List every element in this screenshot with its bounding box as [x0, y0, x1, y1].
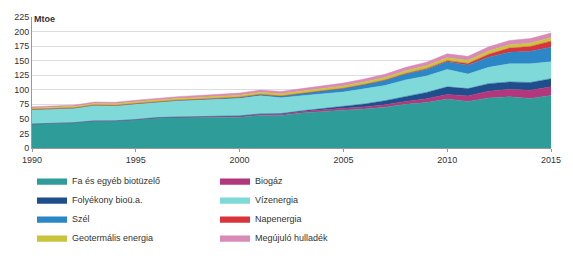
svg-text:50: 50: [19, 114, 29, 124]
svg-text:75: 75: [19, 99, 29, 109]
svg-text:Vízenergia: Vízenergia: [255, 195, 298, 205]
svg-text:2015: 2015: [541, 155, 561, 165]
svg-text:Megújuló hulladék: Megújuló hulladék: [255, 233, 328, 243]
svg-text:175: 175: [14, 41, 29, 51]
svg-text:200: 200: [14, 27, 29, 37]
svg-text:Fa és egyéb biotüzelő: Fa és egyéb biotüzelő: [72, 176, 160, 186]
svg-text:2005: 2005: [333, 155, 353, 165]
svg-text:125: 125: [14, 70, 29, 80]
svg-text:2010: 2010: [437, 155, 457, 165]
svg-text:Folyékony bioü.a.: Folyékony bioü.a.: [72, 195, 143, 205]
svg-text:100: 100: [14, 85, 29, 95]
svg-text:Geotermális energia: Geotermális energia: [72, 233, 153, 243]
svg-text:Biogáz: Biogáz: [255, 176, 283, 186]
svg-text:1995: 1995: [126, 155, 146, 165]
svg-text:Mtoe: Mtoe: [34, 14, 55, 24]
svg-text:2000: 2000: [230, 155, 250, 165]
svg-text:225: 225: [14, 12, 29, 22]
svg-text:Szél: Szél: [72, 214, 90, 224]
svg-text:0: 0: [24, 143, 29, 153]
svg-text:Napenergia: Napenergia: [255, 214, 302, 224]
svg-text:1990: 1990: [22, 155, 42, 165]
svg-text:25: 25: [19, 129, 29, 139]
svg-text:150: 150: [14, 56, 29, 66]
